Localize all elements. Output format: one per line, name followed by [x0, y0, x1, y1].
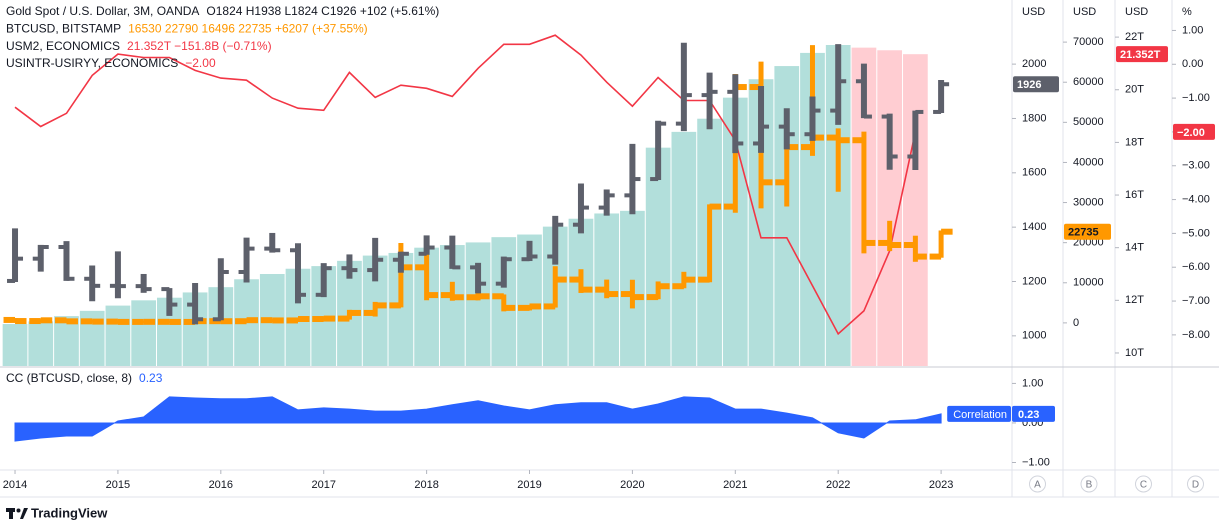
brand-name[interactable]: TradingView: [31, 505, 108, 520]
scale-letter: C: [1140, 480, 1147, 491]
legend-name: USINTR-USIRYY, ECONOMICS: [6, 56, 178, 70]
area: [14, 396, 942, 442]
scale-letter: D: [1192, 480, 1199, 491]
price-label: 21.352T: [1120, 49, 1161, 61]
legend-values: 21.352T −151.8B (−0.71%): [127, 39, 272, 53]
price-label-title: Correlation: [953, 409, 1007, 421]
legend-values: −2.00: [185, 56, 216, 70]
y-tick-label: −3.00: [1182, 160, 1210, 172]
price-label: 1926: [1017, 79, 1041, 91]
y-tick-label: 18T: [1125, 136, 1144, 148]
scale-letter: B: [1086, 480, 1093, 491]
y-tick-label: 30000: [1073, 196, 1104, 208]
x-tick-label: 2023: [929, 479, 953, 491]
column: [28, 321, 54, 366]
column: [903, 54, 928, 366]
y-tick-label: −1.00: [1182, 92, 1210, 104]
overlay: USD A 1000 1200 1400 1600 1800 2000 USD B 0 10000 20…: [3, 4, 1215, 493]
y-tick-label: 16T: [1125, 189, 1144, 201]
price-label-box: [1116, 46, 1168, 63]
y-tick-label: 1800: [1022, 112, 1046, 124]
x-tick-label: 2014: [3, 479, 27, 491]
column: [54, 316, 79, 366]
axis-unit: USD: [1073, 6, 1096, 18]
price-label-box: [1012, 405, 1055, 422]
column: [131, 300, 157, 366]
price-label: −2.00: [1177, 127, 1205, 139]
column: [2, 324, 28, 366]
price-label-box: [947, 405, 1011, 422]
y-tick-label: 10000: [1073, 277, 1104, 289]
y-tick-label: −1.00: [1022, 456, 1050, 468]
column: [465, 242, 491, 366]
price-label-box: [1064, 223, 1111, 240]
legend-values: 16530 22790 16496 22735 +6207 (+37.55%): [128, 21, 368, 35]
scale-button[interactable]: [1135, 475, 1152, 493]
legend-values: 0.23: [139, 371, 163, 385]
y-tick-label: 1600: [1022, 167, 1046, 179]
y-tick-label: 50000: [1073, 116, 1104, 128]
price-label: 22735: [1068, 227, 1099, 239]
x-tick-label: 2020: [620, 479, 644, 491]
column: [877, 50, 903, 367]
y-tick-label: 14T: [1125, 242, 1144, 254]
y-tick-label: 1400: [1022, 221, 1046, 233]
y-tick-label: 2000: [1022, 58, 1046, 70]
y-tick-label: −6.00: [1182, 261, 1210, 273]
x-tick-label: 2018: [414, 479, 438, 491]
y-tick-label: 1200: [1022, 275, 1046, 287]
y-tick-label: −7.00: [1182, 295, 1210, 307]
scale-button[interactable]: [1187, 475, 1204, 493]
y-tick-label: 22T: [1125, 31, 1144, 43]
y-tick-label: 20T: [1125, 84, 1144, 96]
y-tick-label: 10T: [1125, 347, 1144, 359]
y-tick-label: 70000: [1073, 36, 1104, 48]
axis-unit: USD: [1125, 6, 1148, 18]
column: [105, 305, 131, 366]
y-tick-label: 1.00: [1182, 24, 1203, 36]
scale-button[interactable]: [1080, 475, 1098, 493]
axis-unit: USD: [1022, 6, 1045, 18]
y-tick-label: 1.00: [1022, 377, 1043, 389]
legend-values: O1824 H1938 L1824 C1926 +102 (+5.61%): [206, 4, 439, 18]
x-tick-label: 2016: [209, 479, 233, 491]
x-tick-label: 2017: [311, 479, 335, 491]
price-label-box: [1013, 76, 1059, 93]
y-tick-label: 1000: [1022, 330, 1046, 342]
plot-area: [2, 34, 953, 442]
y-tick-label: −5.00: [1182, 227, 1210, 239]
line: [14, 34, 917, 336]
axis-unit: %: [1182, 6, 1192, 18]
y-tick-label: 12T: [1125, 294, 1144, 306]
x-tick-label: 2022: [826, 479, 850, 491]
column: [671, 131, 697, 366]
legend-name: BTCUSD, BITSTAMP: [6, 21, 121, 35]
y-tick-label: −4.00: [1182, 193, 1210, 205]
column: [645, 147, 671, 366]
price-label: 0.23: [1018, 409, 1039, 421]
brand-logo: [6, 508, 28, 519]
legend-name: CC (BTCUSD, close, 8): [6, 371, 132, 385]
y-tick-label: −8.00: [1182, 329, 1210, 341]
legend-name: Gold Spot / U.S. Dollar, 3M, OANDA: [6, 4, 199, 18]
x-tick-label: 2021: [723, 479, 747, 491]
price-label-box: [1173, 123, 1215, 140]
y-tick-label: 0: [1073, 317, 1079, 329]
y-tick-label: 40000: [1073, 156, 1104, 168]
legend-name: USM2, ECONOMICS: [6, 39, 120, 53]
scale-letter: A: [1034, 480, 1041, 491]
y-tick-label: 0.00: [1182, 58, 1203, 70]
scale-button[interactable]: [1029, 475, 1046, 493]
x-tick-label: 2015: [106, 479, 130, 491]
x-tick-label: 2019: [517, 479, 541, 491]
y-tick-label: 60000: [1073, 76, 1104, 88]
